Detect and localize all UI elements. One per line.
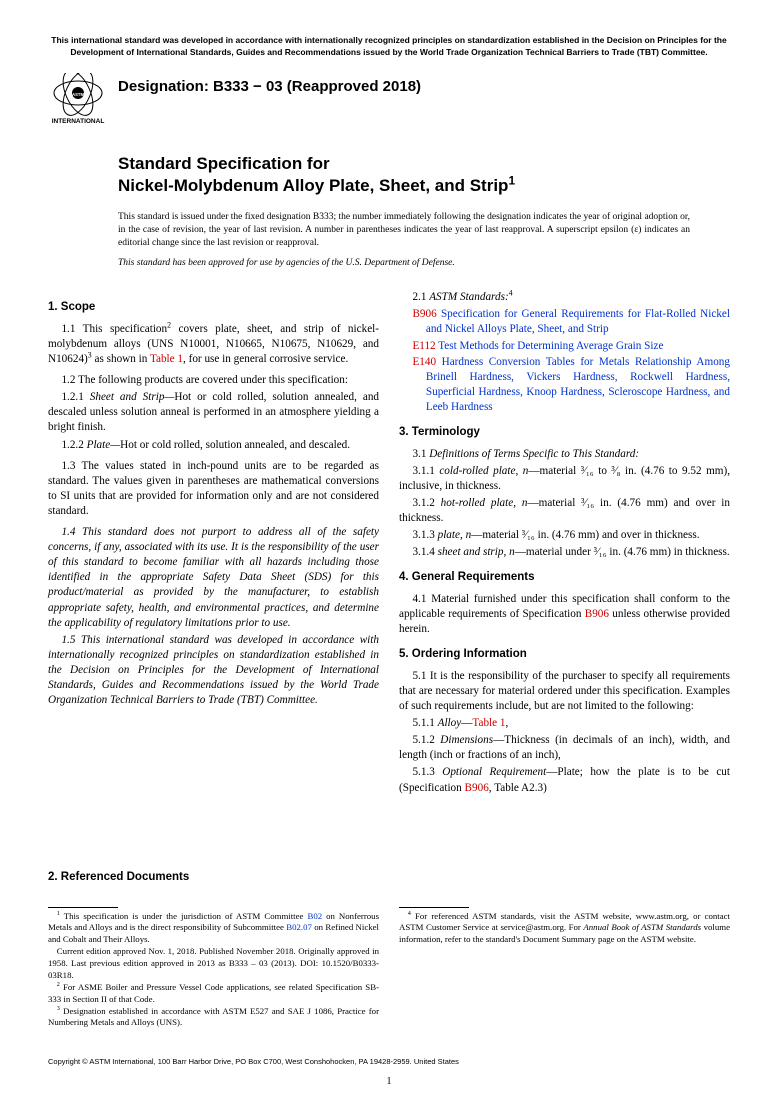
- b906-link-2[interactable]: B906: [465, 782, 489, 794]
- table1-link[interactable]: Table 1: [150, 353, 183, 365]
- ref-title-e140[interactable]: Hardness Conversion Tables for Metals Re…: [426, 356, 730, 413]
- b0207-link[interactable]: B02.07: [286, 922, 312, 932]
- footnote-rule-left: [48, 907, 118, 908]
- para-5-1: 5.1 It is the responsibility of the purc…: [399, 669, 730, 714]
- para-3-1-2: 3.1.2 hot-rolled plate, n—material ³⁄₁₆ …: [399, 496, 730, 526]
- b02-link[interactable]: B02: [307, 911, 322, 921]
- footnotes: 1 This specification is under the jurisd…: [48, 907, 730, 1030]
- approved-note: This standard has been approved for use …: [118, 257, 690, 270]
- para-3-1: 3.1 Definitions of Terms Specific to Thi…: [399, 447, 730, 462]
- footnote-3: 3 Designation established in accordance …: [48, 1006, 379, 1030]
- table1-link-2[interactable]: Table 1: [472, 717, 505, 729]
- ref-code-e112[interactable]: E112: [412, 340, 435, 352]
- para-2-1: 2.1 ASTM Standards:4: [399, 290, 730, 305]
- para-1-2-1: 1.2.1 Sheet and Strip—Hot or cold rolled…: [48, 390, 379, 435]
- ref-e140: E140 Hardness Conversion Tables for Meta…: [399, 355, 730, 415]
- issuance-note: This standard is issued under the fixed …: [118, 211, 690, 249]
- footnote-rule-right: [399, 907, 469, 908]
- para-1-1: 1.1 This specification2 covers plate, sh…: [48, 322, 379, 367]
- para-3-1-3: 3.1.3 plate, n—material ³⁄₁₆ in. (4.76 m…: [399, 528, 730, 543]
- para-3-1-4: 3.1.4 sheet and strip, n—material under …: [399, 545, 730, 560]
- section-3-head: 3. Terminology: [399, 425, 730, 441]
- para-3-1-1: 3.1.1 cold-rolled plate, n—material ³⁄₁₆…: [399, 464, 730, 494]
- para-5-1-2: 5.1.2 Dimensions—Thickness (in decimals …: [399, 733, 730, 763]
- svg-text:INTERNATIONAL: INTERNATIONAL: [52, 118, 105, 125]
- footnote-1: 1 This specification is under the jurisd…: [48, 911, 379, 947]
- para-5-1-1: 5.1.1 Alloy—Table 1,: [399, 716, 730, 731]
- designation: Designation: B333 − 03 (Reapproved 2018): [118, 77, 421, 97]
- ref-e112: E112 Test Methods for Determining Averag…: [399, 339, 730, 354]
- ref-title-b906[interactable]: Specification for General Requirements f…: [426, 308, 730, 335]
- top-notice: This international standard was develope…: [48, 35, 730, 59]
- header-row: ASTM INTERNATIONAL Designation: B333 − 0…: [48, 73, 730, 125]
- ref-code-b906[interactable]: B906: [412, 308, 436, 320]
- body-columns: 1. Scope 1.1 This specification2 covers …: [48, 290, 730, 892]
- copyright: Copyright © ASTM International, 100 Barr…: [48, 1057, 730, 1067]
- title-block: Standard Specification for Nickel-Molybd…: [118, 153, 730, 197]
- para-1-5: 1.5 This international standard was deve…: [48, 633, 379, 709]
- para-1-3: 1.3 The values stated in inch-pound unit…: [48, 459, 379, 519]
- b906-link[interactable]: B906: [585, 608, 609, 620]
- ref-title-e112[interactable]: Test Methods for Determining Average Gra…: [436, 340, 664, 352]
- svg-text:ASTM: ASTM: [72, 92, 84, 97]
- title-line2: Nickel-Molybdenum Alloy Plate, Sheet, an…: [118, 175, 730, 197]
- section-1-head: 1. Scope: [48, 300, 379, 316]
- section-4-head: 4. General Requirements: [399, 570, 730, 586]
- footnote-2: 2 For ASME Boiler and Pressure Vessel Co…: [48, 982, 379, 1006]
- section-5-head: 5. Ordering Information: [399, 647, 730, 663]
- para-5-1-3: 5.1.3 Optional Requirement—Plate; how th…: [399, 765, 730, 795]
- para-4-1: 4.1 Material furnished under this specif…: [399, 592, 730, 637]
- para-1-4: 1.4 This standard does not purport to ad…: [48, 525, 379, 631]
- ref-b906: B906 Specification for General Requireme…: [399, 307, 730, 337]
- ref-code-e140[interactable]: E140: [412, 356, 436, 368]
- title-line1: Standard Specification for: [118, 153, 730, 175]
- para-1-2: 1.2 The following products are covered u…: [48, 373, 379, 388]
- footnote-4: 4 For referenced ASTM standards, visit t…: [399, 911, 730, 947]
- para-1-2-2: 1.2.2 Plate—Hot or cold rolled, solution…: [48, 438, 379, 453]
- astm-logo: ASTM INTERNATIONAL: [48, 73, 108, 125]
- footnote-1b: Current edition approved Nov. 1, 2018. P…: [48, 946, 379, 982]
- page-number: 1: [48, 1075, 730, 1089]
- section-2-head: 2. Referenced Documents: [48, 870, 379, 886]
